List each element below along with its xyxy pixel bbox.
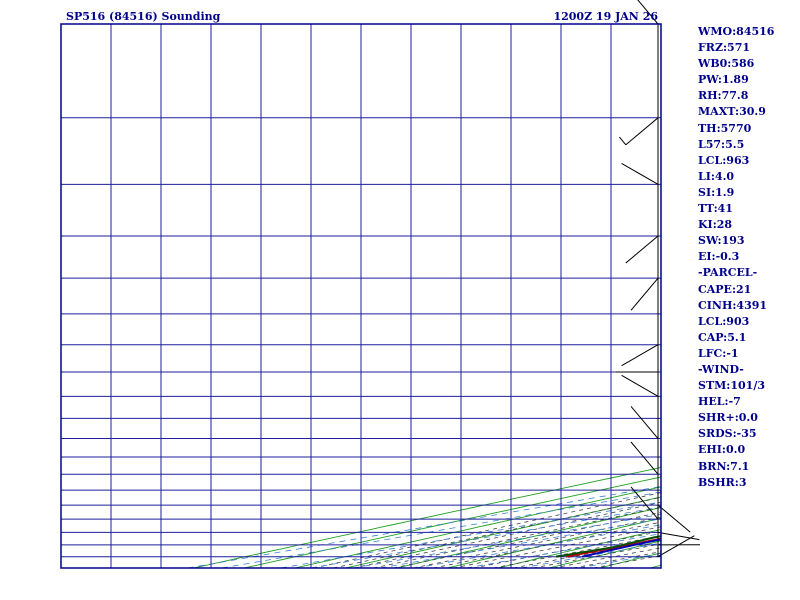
index-value: SW:193: [698, 234, 745, 248]
index-value: LI:4.0: [698, 169, 735, 183]
wind-barb: [630, 277, 659, 311]
index-value: WB0:586: [698, 57, 755, 71]
wind-barb: [657, 535, 695, 558]
wind-barb: [625, 117, 659, 146]
index-value: SRDS:-35: [698, 427, 757, 441]
dry-adiabat-line: [345, 496, 661, 568]
wind-barb: [630, 406, 659, 439]
index-value: PW:1.89: [698, 73, 749, 87]
wind-barb: [625, 235, 659, 264]
index-value: BRN:7.1: [698, 459, 750, 473]
index-value: LCL:963: [698, 153, 750, 167]
dry-adiabat-line: [244, 476, 661, 568]
mixing-ratio-line: [310, 506, 661, 568]
sounding-datetime: 1200Z 19 JAN 26: [553, 10, 658, 23]
wind-barb: [630, 486, 659, 520]
moist-adiabat-line: [433, 521, 661, 568]
index-value: L57:5.5: [698, 137, 745, 151]
mixing-ratio-lines: [187, 485, 661, 568]
wind-barb: [637, 0, 659, 25]
mixing-ratio-line: [280, 501, 661, 568]
index-value: LCL:903: [698, 314, 750, 328]
mixing-ratio-line: [466, 533, 661, 568]
index-value: RH:77.8: [698, 89, 749, 103]
index-value: CAPE:21: [698, 282, 752, 296]
wind-barb: [657, 504, 691, 533]
index-value: -WIND-: [698, 362, 744, 376]
mixing-ratio-line: [415, 524, 661, 568]
dry-adiabat-line: [447, 517, 661, 568]
wind-barb: [621, 374, 659, 397]
dry-adiabat-line: [193, 466, 661, 568]
wind-profile: [615, 0, 701, 558]
index-value: KI:28: [698, 218, 733, 232]
index-value: WMO:84516: [698, 25, 775, 38]
wind-barb: [621, 162, 659, 185]
sounding-indices-panel: WMO:84516 FRZ:571 WB0:586 PW:1.89 RH:77.8 MAX…: [698, 24, 798, 491]
index-value: FRZ:571: [698, 41, 751, 55]
wind-barb-flag: [619, 136, 627, 146]
index-value: EI:-0.3: [698, 250, 740, 264]
index-value: SHR+:0.0: [698, 411, 758, 425]
index-value: LFC:-1: [698, 346, 739, 360]
index-value: HEL:-7: [698, 395, 741, 409]
moist-adiabat-line: [373, 506, 661, 568]
index-value: BSHR:3: [698, 475, 747, 489]
wind-barb: [621, 344, 659, 367]
mixing-ratio-line: [353, 513, 661, 568]
dry-adiabat-line: [295, 486, 661, 568]
index-value: TH:5770: [698, 121, 752, 135]
index-value: CAP:5.1: [698, 330, 747, 344]
station-title: SP516 (84516) Sounding: [66, 10, 221, 23]
index-value: MAXT:30.9: [698, 105, 766, 119]
mixing-ratio-line: [221, 491, 661, 568]
index-value: CINH:4391: [698, 298, 768, 312]
index-value: -PARCEL-: [698, 266, 758, 280]
mixing-ratio-line: [187, 485, 661, 568]
index-value: TT:41: [698, 202, 733, 216]
isotherm-grid: [61, 24, 661, 568]
wind-barb: [630, 441, 659, 475]
plot-frame: [60, 23, 662, 569]
index-value: EHI:0.0: [698, 443, 746, 457]
mixing-ratio-line: [380, 518, 661, 568]
index-value: STM:101/3: [698, 379, 765, 393]
wind-barb: [657, 531, 700, 541]
index-value: SI:1.9: [698, 185, 735, 199]
